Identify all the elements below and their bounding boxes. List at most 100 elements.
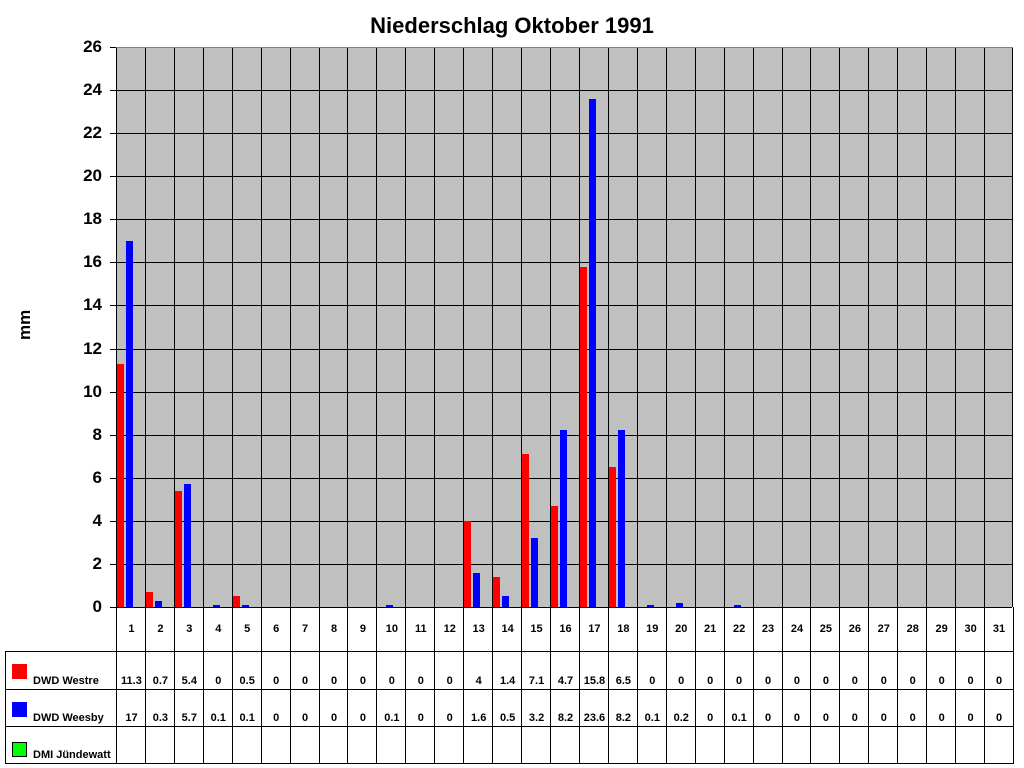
table-value-cell: 0 [897, 689, 928, 727]
table-value-cell [839, 726, 870, 764]
table-value-cell: 0 [434, 689, 465, 727]
table-value-cell: 0 [694, 689, 725, 727]
table-header-cell: 11 [405, 607, 435, 652]
table-value-cell: 1.6 [463, 689, 494, 727]
y-tick-mark [110, 176, 116, 178]
table-header-cell: 29 [926, 607, 956, 652]
table-value-cell [260, 726, 291, 764]
v-gridline [1012, 48, 1013, 607]
table-value-cell [810, 726, 841, 764]
bar [174, 490, 182, 607]
table-value-cell: 4.7 [550, 651, 580, 690]
table-value-cell: 8.2 [550, 689, 580, 727]
table-value-cell: 0 [405, 651, 436, 690]
table-value-cell: 0 [347, 689, 378, 727]
y-tick-label: 2 [92, 553, 102, 573]
bar [531, 538, 539, 607]
y-tick-mark [110, 90, 116, 92]
v-gridline [636, 48, 638, 607]
table-value-cell: 4 [463, 651, 494, 690]
table-value-cell [665, 726, 696, 764]
v-gridline [723, 48, 725, 607]
table-value-cell: 0 [318, 651, 349, 690]
table-header-cell: 22 [723, 607, 754, 652]
y-tick-mark [110, 520, 116, 522]
bar [117, 363, 124, 607]
v-gridline [521, 48, 523, 607]
table-value-cell [926, 726, 957, 764]
bar [183, 484, 191, 607]
table-header-cell: 7 [289, 607, 320, 652]
table-value-cell [984, 726, 1014, 764]
bar [386, 604, 394, 607]
table-value-cell: 0 [781, 651, 812, 690]
v-gridline [810, 48, 812, 607]
v-gridline [492, 48, 494, 607]
table-header-cell: 4 [202, 607, 233, 652]
table-value-cell [347, 726, 378, 764]
table-value-cell: 0 [839, 689, 870, 727]
y-tick-mark [110, 477, 116, 479]
v-gridline [781, 48, 783, 607]
h-gridline [116, 305, 1012, 307]
table-header-cell: 19 [636, 607, 667, 652]
y-tick-label: 8 [92, 424, 102, 444]
v-gridline [550, 48, 552, 607]
chart-title: Niederschlag Oktober 1991 [370, 13, 654, 38]
y-tick-label: 4 [92, 510, 102, 530]
table-value-cell [897, 726, 928, 764]
y-tick-label: 18 [83, 209, 102, 229]
table-value-cell: 0 [434, 651, 465, 690]
table-header-cell: 31 [984, 607, 1014, 652]
y-tick-mark [110, 262, 116, 264]
bar [522, 454, 530, 607]
h-gridline [116, 391, 1012, 393]
table-value-cell: 0.1 [636, 689, 667, 727]
legend-label: DWD Weesby [33, 712, 104, 724]
table-value-cell [550, 726, 580, 764]
bar [212, 604, 220, 607]
bar [733, 604, 741, 607]
table-value-cell: 0.5 [492, 689, 523, 727]
table-value-cell: 0 [289, 651, 320, 690]
table-value-cell [463, 726, 494, 764]
bar [646, 604, 654, 607]
y-tick-label: 26 [83, 37, 102, 56]
y-tick-mark [110, 133, 116, 135]
bar [675, 602, 683, 607]
table-value-cell: 0 [868, 689, 899, 727]
legend-cell: DWD Weesby [5, 689, 117, 727]
v-gridline [260, 48, 262, 607]
table-header-cell: 28 [897, 607, 927, 652]
table-value-cell: 0.1 [376, 689, 407, 727]
table-value-cell [376, 726, 407, 764]
bar [560, 430, 568, 607]
table-header-cell: 17 [578, 607, 609, 652]
table-value-cell: 7.1 [521, 651, 552, 690]
table-header-cell: 10 [376, 607, 406, 652]
y-tick-label: 12 [83, 338, 102, 358]
table-header-cell: 16 [550, 607, 580, 652]
v-gridline [868, 48, 870, 607]
bar [493, 576, 501, 607]
v-gridline [405, 48, 407, 607]
table-header-cell: 21 [694, 607, 725, 652]
table-header-cell: 26 [839, 607, 869, 652]
y-tick-label: 22 [83, 123, 102, 143]
y-tick-mark [110, 563, 116, 565]
h-gridline [116, 133, 1012, 135]
table-value-cell: 0.2 [665, 689, 696, 727]
bar [579, 266, 587, 607]
table-header-cell: 12 [434, 607, 464, 652]
table-value-cell: 0.1 [202, 689, 233, 727]
bar [588, 98, 596, 607]
y-tick-mark [110, 391, 116, 393]
table-value-cell: 8.2 [607, 689, 638, 727]
table-value-cell: 1.4 [492, 651, 523, 690]
y-tick-label: 6 [92, 467, 102, 487]
table-value-cell [578, 726, 609, 764]
v-gridline [694, 48, 696, 607]
table-value-cell: 23.6 [578, 689, 609, 727]
table-value-cell [752, 726, 783, 764]
bar [502, 596, 510, 607]
